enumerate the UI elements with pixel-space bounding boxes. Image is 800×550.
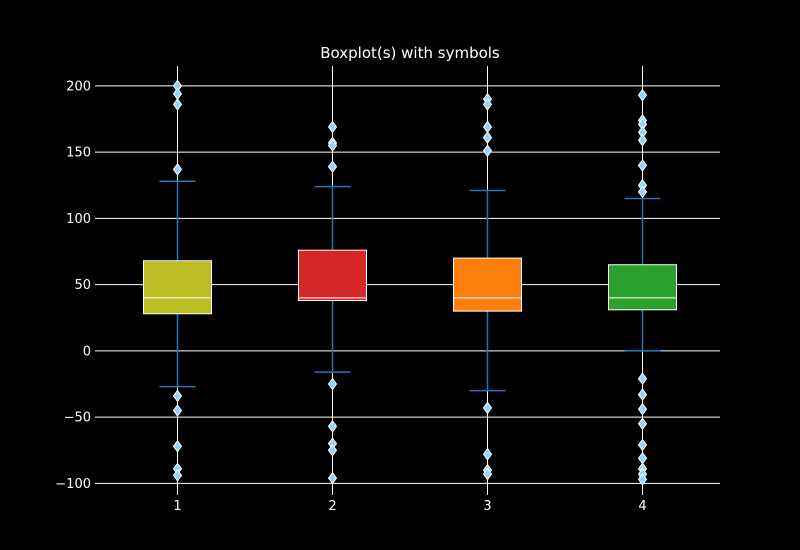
flier-point [327, 443, 338, 457]
flier-point [172, 389, 183, 403]
flier-point [327, 139, 338, 152]
box-group [453, 66, 522, 490]
flier-point [482, 144, 493, 158]
y-tick-label: 150 [66, 146, 91, 161]
flier-point [327, 120, 338, 134]
x-tick-label: 2 [328, 499, 336, 514]
flier-point [637, 473, 648, 486]
box-iqr [143, 260, 212, 315]
flier-point [482, 131, 493, 144]
flier-point [172, 98, 183, 111]
flier-point [637, 88, 648, 102]
flier-point [637, 133, 648, 147]
flier-point [327, 377, 338, 391]
x-tick-label: 3 [483, 499, 491, 514]
chart-title: Boxplot(s) with symbols [320, 44, 500, 62]
flier-point [637, 438, 648, 452]
flier-point [637, 402, 648, 416]
flier-point [482, 447, 493, 461]
box-iqr [298, 249, 367, 302]
y-tick-label: 100 [66, 212, 91, 227]
box-iqr [453, 257, 522, 312]
flier-point [482, 401, 493, 415]
flier-point [637, 372, 648, 386]
y-tick-label: 200 [66, 79, 91, 94]
flier-point [172, 162, 183, 176]
flier-point [637, 451, 648, 465]
flier-point [172, 439, 183, 453]
flier-point [637, 159, 648, 172]
axes [95, 85, 643, 495]
flier-point [327, 160, 338, 174]
flier-point [172, 87, 183, 101]
boxes [143, 66, 677, 490]
tick-labels: −100 −50 0 50 100 150 200 1 2 3 4 [55, 79, 646, 514]
box-group [298, 66, 367, 490]
flier-point [637, 185, 648, 199]
y-tick-label: 0 [83, 344, 91, 359]
flier-point [482, 120, 493, 134]
flier-point [172, 469, 183, 482]
flier-point [482, 98, 493, 111]
x-tick-label: 4 [638, 499, 646, 514]
y-tick-label: −50 [64, 411, 91, 426]
flier-point [327, 420, 338, 433]
y-tick-label: −100 [55, 477, 91, 492]
flier-point [482, 467, 493, 481]
box-group [608, 66, 677, 490]
flier-point [172, 404, 183, 417]
flier-point [327, 471, 338, 485]
x-tick-label: 1 [173, 499, 181, 514]
y-tick-label: 50 [74, 278, 91, 293]
flier-point [637, 388, 648, 401]
flier-point [637, 417, 648, 431]
box-iqr [608, 264, 677, 311]
box-group [143, 66, 212, 490]
